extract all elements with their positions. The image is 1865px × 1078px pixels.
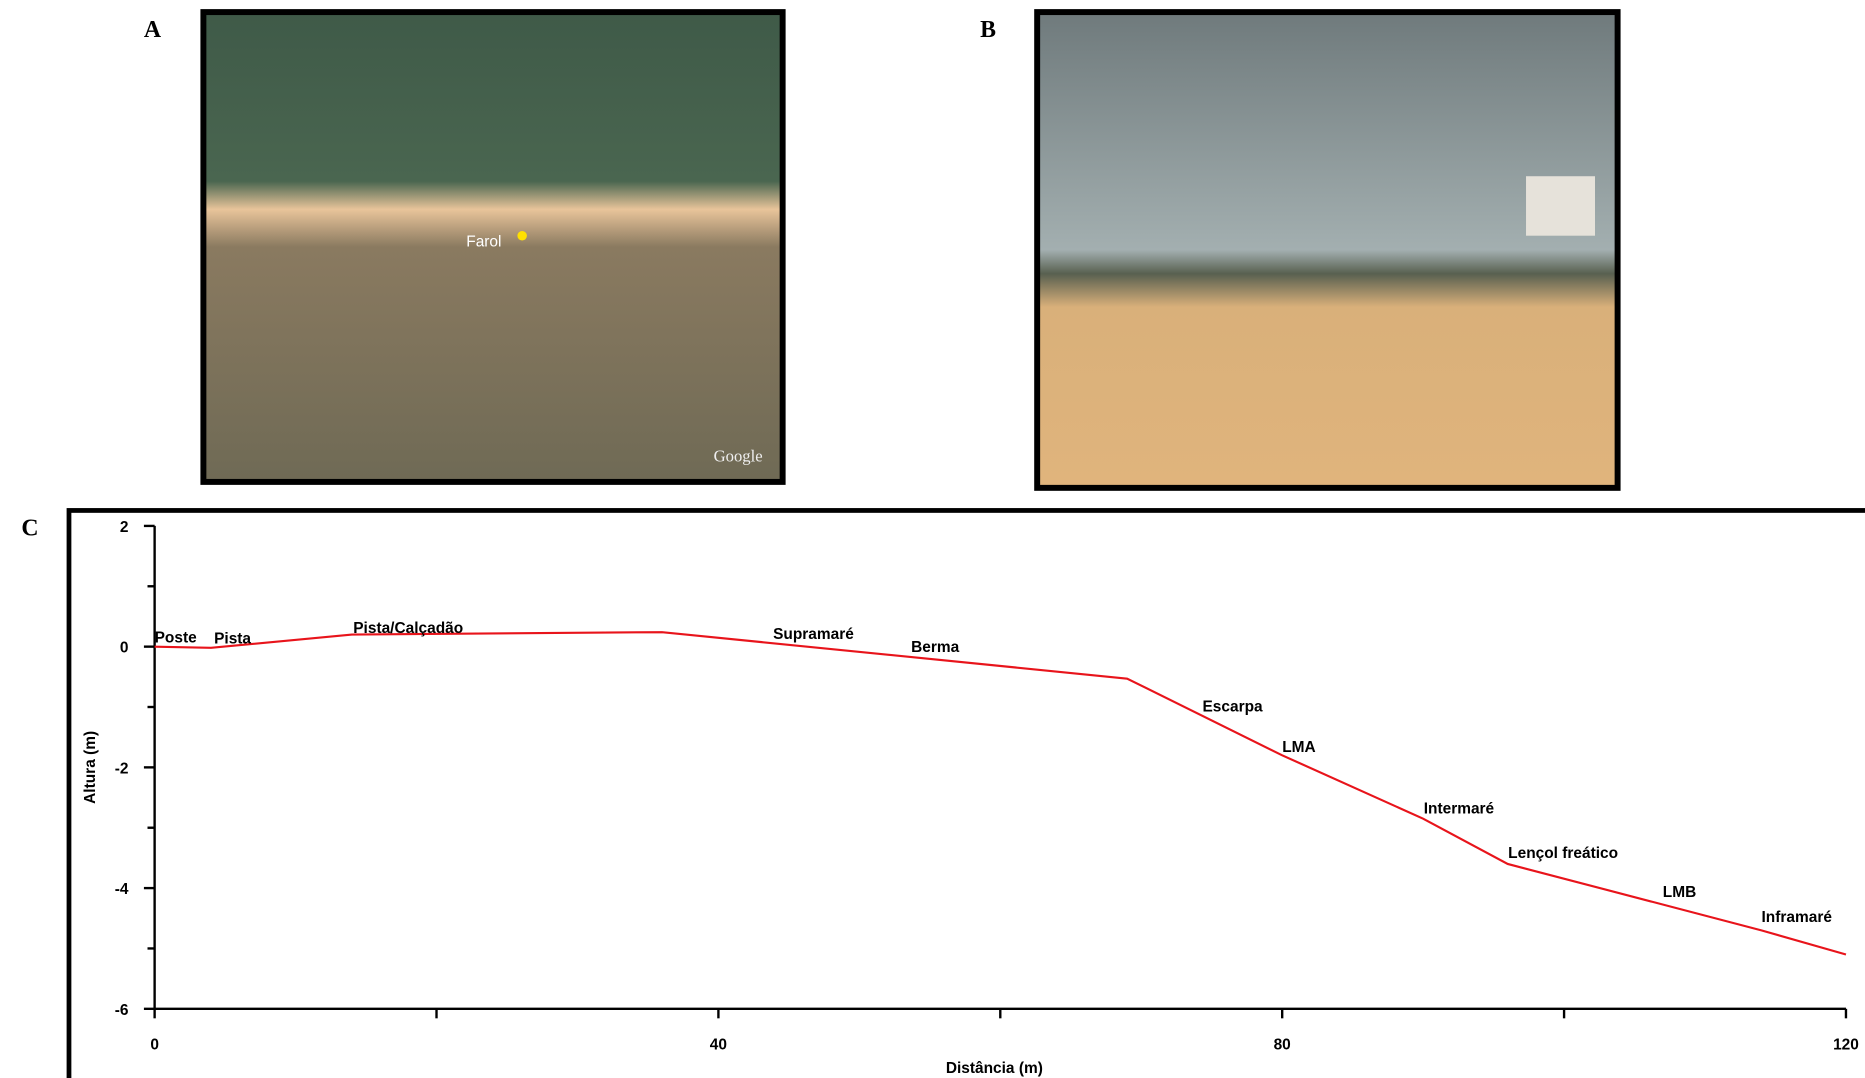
aerial-photo <box>200 9 786 485</box>
y-axis-label: Altura (m) <box>82 731 99 804</box>
beach-photo <box>1034 9 1621 491</box>
x-tick-label: 0 <box>150 1036 159 1053</box>
profile-line <box>154 631 1847 956</box>
annotation: Inframaré <box>1762 909 1833 926</box>
annotation: Poste <box>155 629 197 646</box>
y-tick-label: -6 <box>115 1002 129 1019</box>
x-tick-label: 40 <box>710 1036 727 1053</box>
place-label: Farol <box>466 233 501 250</box>
annotation: Pista <box>214 631 251 648</box>
pin <box>517 230 527 241</box>
annotation: Escarpa <box>1202 698 1263 715</box>
y-tick-label: 0 <box>120 640 129 657</box>
watermark: Google <box>714 447 763 466</box>
panel-label: C <box>21 515 38 541</box>
annotation: LMA <box>1282 739 1315 756</box>
annotation: Berma <box>911 639 960 656</box>
y-tick-label: -4 <box>115 881 129 898</box>
panel-label: B <box>980 17 996 43</box>
chart-frame <box>66 508 1865 1078</box>
annotation: Pista/Calçadão <box>353 620 463 637</box>
annotation: Intermaré <box>1424 801 1495 818</box>
annotation: Lençol freático <box>1508 845 1618 862</box>
x-axis-label: Distância (m) <box>946 1060 1043 1077</box>
panel-label: A <box>144 17 161 43</box>
y-tick-label: 2 <box>120 519 129 536</box>
building <box>1526 176 1596 236</box>
annotation: Supramaré <box>773 626 854 643</box>
x-tick-label: 120 <box>1833 1036 1859 1053</box>
y-tick-label: -2 <box>115 760 129 777</box>
x-tick-label: 80 <box>1274 1036 1291 1053</box>
annotation: LMB <box>1663 884 1696 901</box>
